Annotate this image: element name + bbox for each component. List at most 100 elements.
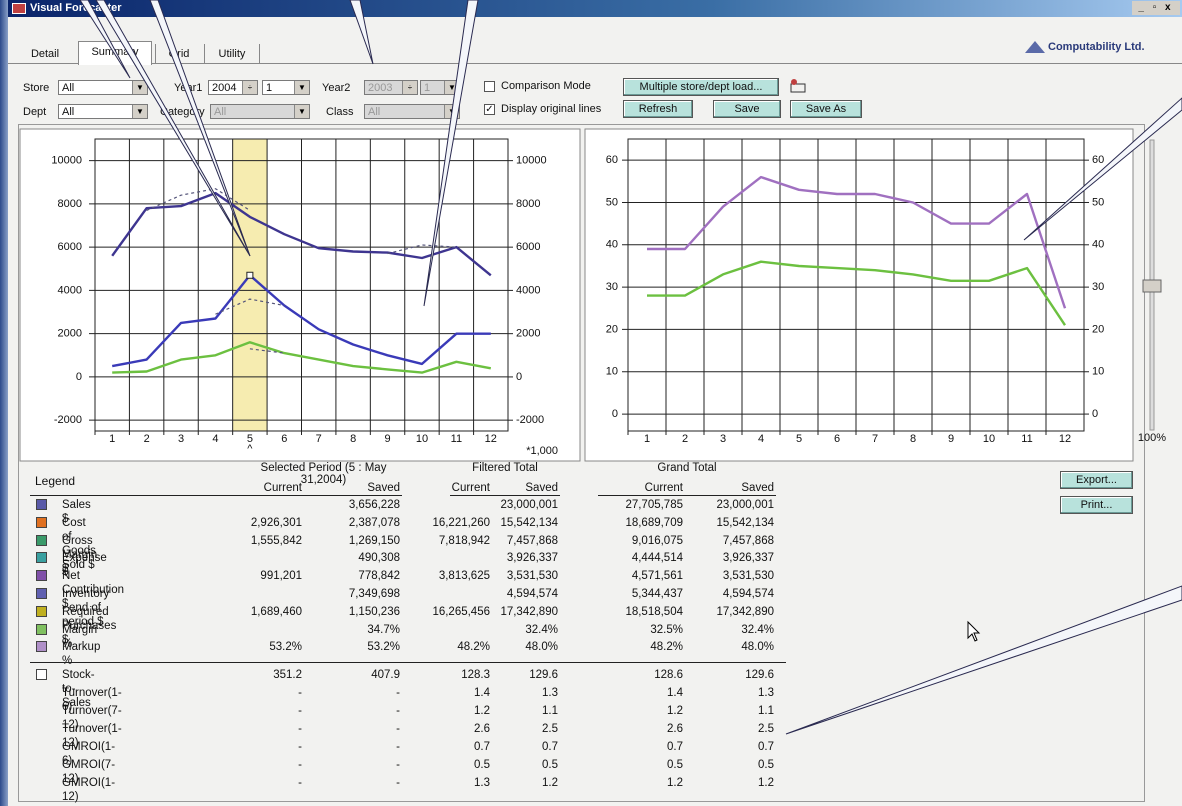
table-cell: 7,457,868 xyxy=(664,534,774,548)
table-cell: 23,000,001 xyxy=(664,498,774,512)
table-cell: - xyxy=(192,686,302,700)
x-tick-label: 7 xyxy=(316,433,322,445)
slider-label: 100% xyxy=(1138,432,1166,444)
screen: Visual Forecaster _ ▫ x Detail Summary G… xyxy=(0,0,1182,806)
y2-tick-label: 50 xyxy=(1092,196,1104,208)
table-cell: 3,656,228 xyxy=(290,498,400,512)
y-tick-label: 10 xyxy=(606,366,618,378)
y-tick-label: 8000 xyxy=(58,198,82,210)
x-tick-label: 8 xyxy=(910,433,916,445)
table-cell: 3,531,530 xyxy=(664,569,774,583)
table-cell: 48.0% xyxy=(664,640,774,654)
table-cell: 2.5 xyxy=(448,722,558,736)
x-tick-label: 8 xyxy=(350,433,356,445)
button[interactable]: Export... xyxy=(1060,471,1133,489)
x-tick-label: 3 xyxy=(178,433,184,445)
table-cell: 0.7 xyxy=(664,740,774,754)
section-rule xyxy=(30,662,786,663)
column-header: Saved xyxy=(664,481,774,495)
y-tick-label: 10000 xyxy=(51,155,82,167)
slider-thumb[interactable] xyxy=(1143,280,1161,292)
y2-tick-label: 0 xyxy=(1092,408,1098,420)
selected-point xyxy=(247,272,253,278)
table-cell: 17,342,890 xyxy=(664,605,774,619)
table-cell: 15,542,134 xyxy=(448,516,558,530)
x-tick-label: 11 xyxy=(451,433,462,445)
table-cell: 17,342,890 xyxy=(448,605,558,619)
table-cell: 0.5 xyxy=(664,758,774,772)
x-tick-label: 4 xyxy=(758,433,764,445)
checkbox[interactable] xyxy=(36,669,47,680)
x-tick-label: 10 xyxy=(983,433,995,445)
table-cell: 23,000,001 xyxy=(448,498,558,512)
x-tick-label: 12 xyxy=(485,433,497,445)
row-label: Markup % xyxy=(62,640,100,668)
header-rule xyxy=(30,495,245,496)
table-cell: 3,531,530 xyxy=(448,569,558,583)
table-cell: 1.2 xyxy=(664,776,774,790)
table-cell: 1.1 xyxy=(664,704,774,718)
x-tick-label: 6 xyxy=(281,433,287,445)
legend-swatch xyxy=(36,624,47,635)
row-label: GMROI(1-12) xyxy=(62,776,115,804)
y2-tick-label: 4000 xyxy=(516,284,540,296)
y-tick-label: 60 xyxy=(606,154,618,166)
table-cell: 1.1 xyxy=(448,704,558,718)
legend-swatch xyxy=(36,606,47,617)
table-cell: 15,542,134 xyxy=(664,516,774,530)
y2-tick-label: 8000 xyxy=(516,198,540,210)
x-tick-label: 5 xyxy=(247,433,253,445)
table-cell: 0.5 xyxy=(448,758,558,772)
table-cell: - xyxy=(192,758,302,772)
table-cell: 490,308 xyxy=(290,551,400,565)
y2-tick-label: 6000 xyxy=(516,241,540,253)
table-cell: 34.7% xyxy=(290,623,400,637)
table-cell: - xyxy=(192,704,302,718)
legend-swatch xyxy=(36,641,47,652)
x-tick-label: 7 xyxy=(872,433,878,445)
legend-header: Legend xyxy=(35,474,75,488)
button[interactable]: Print... xyxy=(1060,496,1133,514)
table-cell: 32.4% xyxy=(448,623,558,637)
table-cell: 129.6 xyxy=(448,668,558,682)
table-cell: 129.6 xyxy=(664,668,774,682)
legend-swatch xyxy=(36,570,47,581)
table-cell: 991,201 xyxy=(192,569,302,583)
table-cell: 3,926,337 xyxy=(448,551,558,565)
x-tick-label: 2 xyxy=(144,433,150,445)
legend-swatch xyxy=(36,552,47,563)
table-cell: 351.2 xyxy=(192,668,302,682)
y-tick-label: 0 xyxy=(612,408,618,420)
y-tick-label: 2000 xyxy=(58,328,82,340)
legend-swatch xyxy=(36,517,47,528)
y2-tick-label: -2000 xyxy=(516,414,544,426)
header-rule xyxy=(450,495,560,496)
x-tick-label: 3 xyxy=(720,433,726,445)
legend-swatch xyxy=(36,499,47,510)
x-tick-label: 9 xyxy=(384,433,390,445)
legend-swatch xyxy=(36,588,47,599)
x-tick-label: 1 xyxy=(109,433,115,445)
x-tick-label: 5 xyxy=(796,433,802,445)
x-tick-label: 11 xyxy=(1021,433,1032,445)
y2-tick-label: 30 xyxy=(1092,281,1104,293)
table-cell: 2.5 xyxy=(664,722,774,736)
table-cell: 0.7 xyxy=(448,740,558,754)
table-cell: 1,555,842 xyxy=(192,534,302,548)
charts: 100% ^-20000200040006000800010000-200002… xyxy=(0,0,1182,470)
legend-swatch xyxy=(36,535,47,546)
y2-tick-label: 2000 xyxy=(516,328,540,340)
y2-tick-label: 20 xyxy=(1092,323,1104,335)
table-cell: 1,689,460 xyxy=(192,605,302,619)
y-tick-label: 20 xyxy=(606,323,618,335)
table-cell: 48.0% xyxy=(448,640,558,654)
table-cell: 32.4% xyxy=(664,623,774,637)
x-tick-label: 1 xyxy=(644,433,650,445)
table-cell: 1.2 xyxy=(448,776,558,790)
y2-tick-label: 40 xyxy=(1092,239,1104,251)
y2-tick-label: 10 xyxy=(1092,366,1104,378)
x-tick-label: 10 xyxy=(416,433,428,445)
x-tick-label: 4 xyxy=(212,433,218,445)
table-cell: 4,594,574 xyxy=(448,587,558,601)
y-tick-label: 6000 xyxy=(58,241,82,253)
